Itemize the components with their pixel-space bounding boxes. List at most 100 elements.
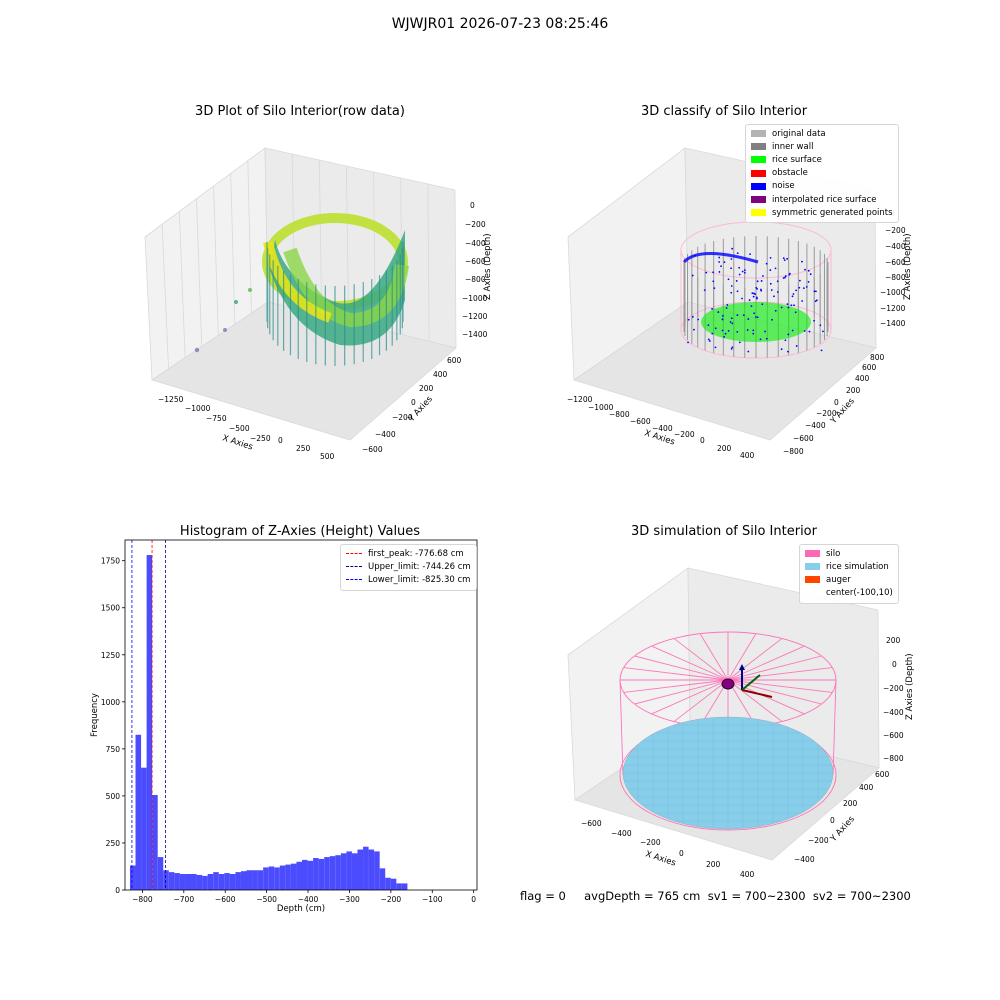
- tick-label: −1200: [567, 395, 593, 404]
- histogram-bar: [313, 858, 319, 890]
- tick-label: −700: [174, 895, 195, 904]
- histogram-bar: [351, 853, 358, 890]
- tick-label: 400: [855, 374, 870, 383]
- tick-label: −600: [215, 895, 236, 904]
- histogram-bar: [390, 878, 397, 890]
- histogram-x-ticks: −800 −700 −600 −500 −400 −300 −200 −100 0: [132, 890, 476, 904]
- legend-swatch: [805, 563, 820, 571]
- tick-label: 0: [892, 660, 897, 669]
- histogram-vlines: [131, 540, 166, 890]
- histogram-bar: [191, 874, 197, 890]
- tick-label: −200: [885, 226, 906, 235]
- tick-label: −200: [883, 684, 904, 693]
- legend-swatch: [751, 130, 766, 138]
- histogram-bar: [240, 871, 247, 890]
- panel2-x-ticks: −1200 −1000 −800 −600 −400 −200 0 200 40…: [567, 395, 755, 460]
- histogram-bar: [141, 767, 147, 890]
- tick-label: −800: [132, 895, 153, 904]
- histogram-bar: [268, 866, 275, 890]
- histogram-ylabel: Frequency: [90, 693, 100, 737]
- tick-label: 0: [411, 398, 416, 407]
- tick-label: 1250: [101, 651, 120, 660]
- auger-axes: [721, 664, 773, 698]
- tick-label: −1200: [462, 312, 488, 321]
- histogram-bar: [179, 874, 186, 890]
- histogram-bar: [318, 858, 325, 890]
- histogram-bar: [363, 846, 369, 890]
- legend-label: rice surface: [772, 154, 822, 165]
- panel2-points: [680, 221, 832, 359]
- histogram-xlabel: Depth (cm): [277, 904, 325, 914]
- legend-entry: Lower_limit: -825.30 cm: [346, 573, 471, 586]
- tick-label: −1250: [158, 395, 184, 404]
- tick-label: −400: [465, 239, 486, 248]
- panel2-zlabel: Z Axies (Depth): [903, 233, 913, 300]
- histogram-bar: [274, 867, 280, 890]
- tick-label: −300: [339, 895, 360, 904]
- tick-label: −600: [581, 819, 602, 828]
- histogram-bar: [174, 873, 180, 890]
- legend-swatch: [805, 550, 820, 558]
- panel1-y-ticks: −600 −400 −200 0 200 400 600: [362, 356, 462, 454]
- legend-entry: rice simulation: [805, 560, 893, 573]
- tick-label: −200: [381, 895, 402, 904]
- legend-label: Upper_limit: -744.26 cm: [368, 561, 471, 572]
- tick-label: −200: [816, 409, 837, 418]
- legend-entry: first_peak: -776.68 cm: [346, 547, 471, 560]
- tick-label: 0: [679, 849, 684, 858]
- tick-label: 250: [296, 444, 311, 453]
- legend-entry: silo: [805, 547, 893, 560]
- tick-label: 500: [320, 452, 335, 461]
- histogram-bar: [368, 849, 375, 890]
- tick-label: −200: [808, 836, 829, 845]
- histogram-bar: [168, 872, 175, 890]
- legend-label: interpolated rice surface: [772, 194, 877, 205]
- histogram-legend: first_peak: -776.68 cm Upper_limit: -744…: [340, 544, 477, 591]
- histogram-bar: [401, 883, 408, 890]
- tick-label: 0: [278, 436, 283, 445]
- histogram-bar: [346, 851, 352, 890]
- histogram-bar: [157, 857, 164, 890]
- panel4-y-ticks: −400 −200 0 200 400 600: [794, 770, 890, 864]
- tick-label: −400: [298, 895, 319, 904]
- tick-label: 600: [862, 363, 877, 372]
- tick-label: −200: [392, 413, 413, 422]
- histogram-bar: [357, 849, 364, 890]
- tick-label: 500: [106, 792, 121, 801]
- tick-label: −800: [885, 273, 906, 282]
- legend-line: [346, 579, 362, 581]
- panel1-z-ticks: 0 −200 −400 −600 −800 −1000 −1200 −1400: [462, 201, 488, 339]
- legend-label: inner wall: [772, 141, 814, 152]
- histogram-bar: [213, 872, 219, 890]
- tick-label: −800: [609, 410, 630, 419]
- tick-label: −400: [794, 855, 815, 864]
- histogram-bar: [196, 874, 203, 890]
- tick-label: −600: [630, 417, 651, 426]
- tick-label: −1200: [880, 304, 906, 313]
- tick-label: 0: [471, 895, 476, 904]
- legend-entry: Upper_limit: -744.26 cm: [346, 560, 471, 573]
- tick-label: −250: [250, 434, 271, 443]
- legend-label: original data: [772, 128, 826, 139]
- histogram-bar: [163, 870, 169, 890]
- tick-label: 0: [115, 886, 120, 895]
- panel4-zlabel: Z Axies (Depth): [905, 653, 915, 720]
- tick-label: −200: [465, 220, 486, 229]
- histogram-bar: [229, 874, 236, 890]
- tick-label: 1000: [101, 698, 120, 707]
- tick-label: −400: [883, 708, 904, 717]
- legend-label: center(-100,10): [826, 588, 893, 599]
- tick-label: −400: [805, 421, 826, 430]
- tick-label: 800: [870, 353, 885, 362]
- histogram-bar: [135, 734, 142, 890]
- legend-entry: center(-100,10): [805, 587, 893, 600]
- tick-label: −200: [674, 430, 695, 439]
- tick-label: 750: [106, 745, 121, 754]
- histogram-bar: [385, 877, 391, 890]
- panel1-title: 3D Plot of Silo Interior(row data): [195, 104, 405, 119]
- tick-label: −1000: [588, 403, 614, 412]
- tick-label: 200: [706, 860, 721, 869]
- histogram-bar: [218, 874, 225, 890]
- legend-entry: inner wall: [751, 140, 893, 153]
